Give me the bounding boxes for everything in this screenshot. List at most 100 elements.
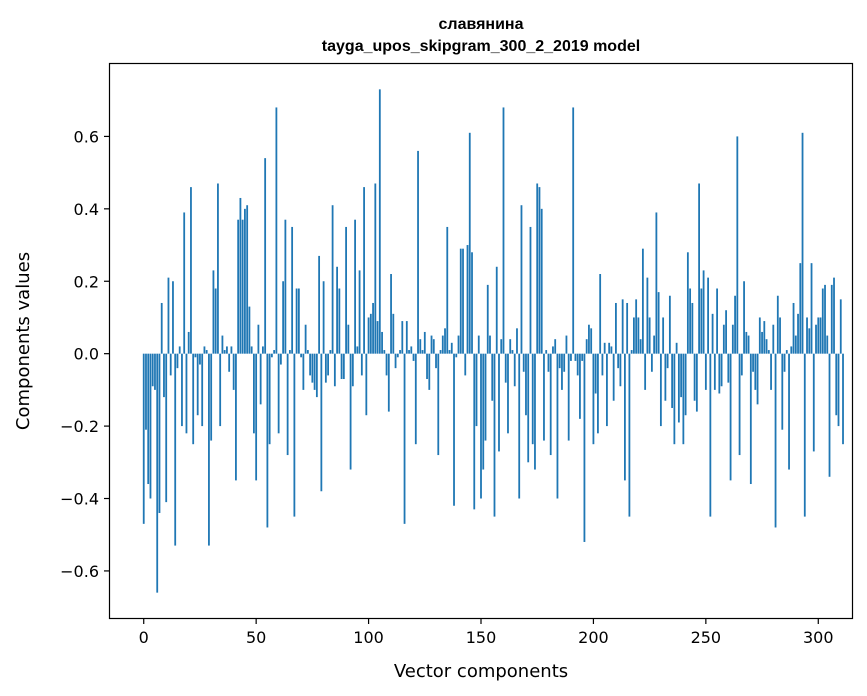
bar-275 bbox=[761, 331, 763, 354]
bar-283 bbox=[779, 317, 781, 354]
bar-163 bbox=[509, 339, 512, 354]
bar-293 bbox=[801, 132, 804, 354]
bar-263 bbox=[734, 295, 736, 354]
bar-216 bbox=[628, 353, 631, 517]
bar-234 bbox=[668, 295, 671, 354]
bar-100 bbox=[367, 317, 370, 354]
bar-188 bbox=[565, 335, 568, 354]
bar-155 bbox=[491, 353, 494, 401]
bar-150 bbox=[480, 353, 482, 499]
x-tick-label: 100 bbox=[353, 628, 384, 647]
bar-191 bbox=[572, 107, 575, 354]
bar-52 bbox=[259, 353, 262, 405]
bar-78 bbox=[318, 255, 321, 354]
bar-307 bbox=[833, 277, 835, 354]
bar-115 bbox=[401, 321, 404, 354]
bar-151 bbox=[482, 353, 485, 470]
bar-262 bbox=[731, 324, 734, 354]
bar-211 bbox=[617, 353, 620, 369]
bar-119 bbox=[410, 346, 413, 354]
bar-113 bbox=[396, 353, 399, 358]
bar-37 bbox=[226, 346, 228, 354]
bar-171 bbox=[527, 353, 530, 463]
bar-106 bbox=[381, 331, 383, 354]
bar-149 bbox=[477, 335, 480, 354]
bar-292 bbox=[799, 263, 802, 354]
bar-90 bbox=[345, 226, 347, 354]
bar-112 bbox=[394, 353, 397, 369]
bar-294 bbox=[803, 353, 806, 517]
bar-156 bbox=[493, 353, 496, 517]
bar-272 bbox=[754, 353, 757, 390]
bar-237 bbox=[675, 342, 678, 354]
bar-297 bbox=[810, 263, 813, 354]
bar-144 bbox=[466, 245, 469, 354]
bar-45 bbox=[244, 208, 246, 354]
bar-200 bbox=[592, 353, 595, 445]
bar-139 bbox=[455, 353, 458, 358]
bar-158 bbox=[498, 353, 500, 452]
bar-42 bbox=[237, 219, 240, 354]
bar-278 bbox=[767, 350, 770, 354]
bar-223 bbox=[644, 353, 647, 390]
bar-246 bbox=[695, 353, 698, 412]
bar-270 bbox=[749, 353, 752, 485]
bar-247 bbox=[698, 183, 700, 354]
bar-182 bbox=[552, 346, 554, 354]
chart-title-line1: славянина bbox=[439, 16, 524, 33]
bar-11 bbox=[167, 277, 170, 354]
bar-203 bbox=[599, 274, 602, 354]
bar-210 bbox=[615, 302, 617, 354]
bar-245 bbox=[693, 353, 696, 401]
bar-248 bbox=[700, 288, 703, 354]
bar-254 bbox=[713, 353, 716, 390]
bar-18 bbox=[183, 212, 186, 354]
bar-280 bbox=[772, 324, 775, 354]
bar-284 bbox=[781, 353, 784, 430]
bar-15 bbox=[176, 353, 179, 369]
bar-148 bbox=[475, 353, 478, 427]
bar-215 bbox=[626, 302, 629, 354]
bar-8 bbox=[160, 302, 163, 354]
bar-14 bbox=[174, 353, 177, 546]
bar-2 bbox=[147, 353, 150, 485]
x-tick-label: 250 bbox=[691, 628, 722, 647]
bar-131 bbox=[437, 353, 440, 456]
bar-153 bbox=[486, 284, 489, 354]
bar-33 bbox=[217, 183, 219, 354]
bar-169 bbox=[522, 353, 525, 372]
bar-95 bbox=[356, 346, 359, 354]
y-tick-label: 0.0 bbox=[74, 345, 99, 364]
bar-243 bbox=[689, 288, 692, 354]
bar-271 bbox=[752, 353, 754, 372]
bar-3 bbox=[149, 353, 152, 499]
bar-66 bbox=[291, 226, 294, 354]
bar-142 bbox=[462, 248, 464, 354]
bar-172 bbox=[529, 226, 532, 354]
x-tick-label: 300 bbox=[803, 628, 834, 647]
bar-159 bbox=[500, 339, 503, 354]
bar-298 bbox=[812, 353, 815, 452]
bar-51 bbox=[257, 324, 260, 354]
bar-176 bbox=[538, 187, 541, 354]
bar-167 bbox=[518, 353, 521, 499]
bar-125 bbox=[423, 331, 426, 354]
bar-123 bbox=[419, 339, 422, 354]
bar-94 bbox=[354, 219, 356, 354]
bar-290 bbox=[794, 335, 797, 354]
bar-41 bbox=[235, 353, 237, 481]
bar-143 bbox=[464, 353, 467, 376]
bar-238 bbox=[677, 353, 680, 423]
bar-269 bbox=[747, 335, 750, 354]
bar-99 bbox=[365, 353, 368, 416]
bar-264 bbox=[736, 136, 739, 354]
bar-30 bbox=[210, 353, 213, 441]
bar-277 bbox=[765, 339, 768, 354]
bar-series bbox=[142, 89, 844, 593]
bar-103 bbox=[374, 183, 377, 354]
bar-74 bbox=[309, 353, 312, 376]
bar-127 bbox=[428, 353, 431, 390]
bar-71 bbox=[302, 353, 305, 390]
bar-306 bbox=[830, 284, 833, 354]
